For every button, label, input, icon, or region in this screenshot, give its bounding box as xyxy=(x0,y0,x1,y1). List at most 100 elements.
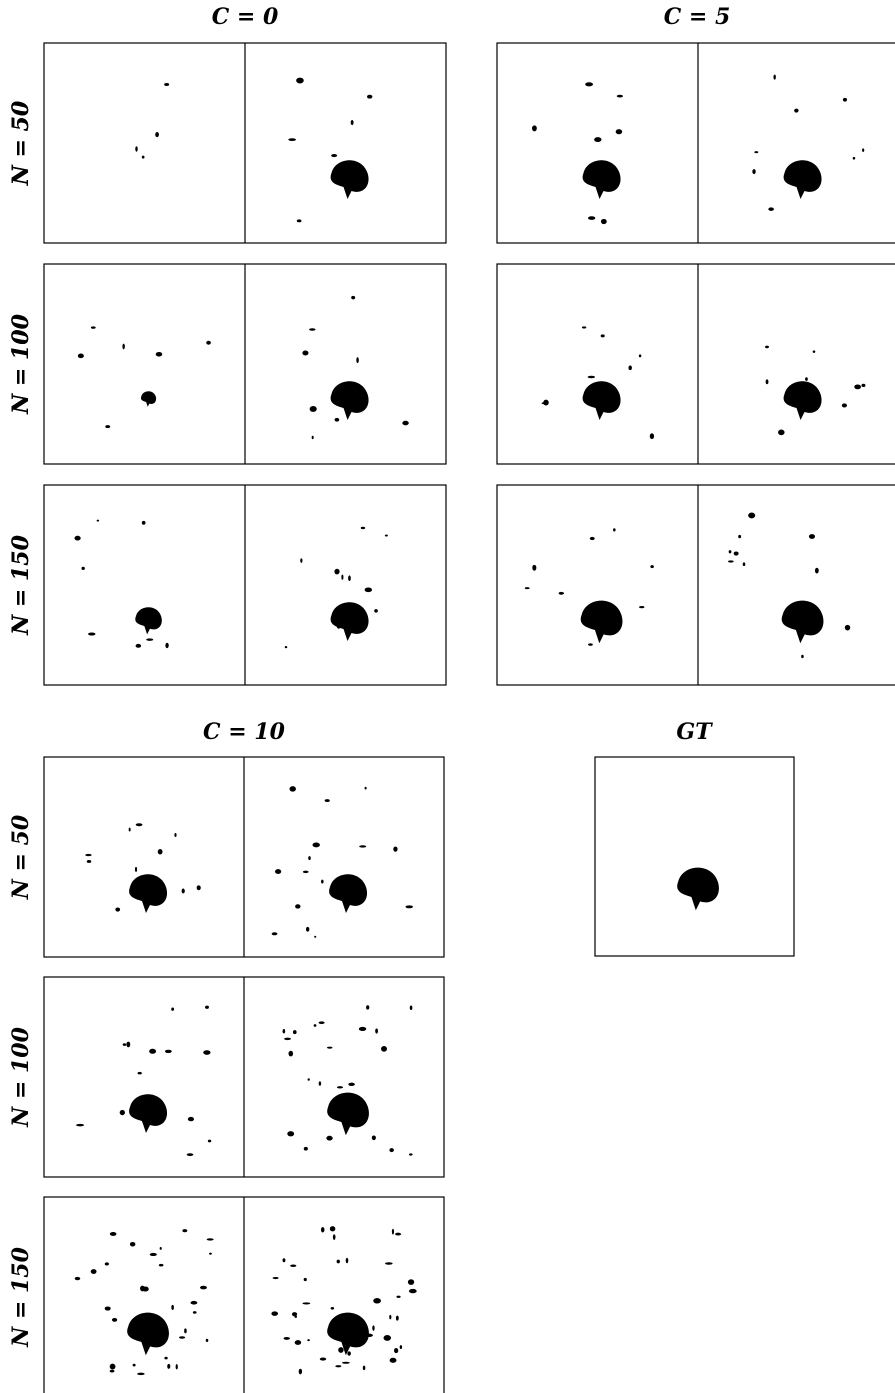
speck xyxy=(319,1081,321,1085)
speck xyxy=(142,521,146,525)
speck xyxy=(275,869,281,874)
speck xyxy=(728,560,734,562)
speck xyxy=(284,1038,291,1041)
speck xyxy=(78,354,84,359)
speck xyxy=(393,847,397,852)
speck xyxy=(601,334,605,337)
column-title: C = 0 xyxy=(212,4,279,30)
speck xyxy=(167,1364,170,1369)
speck xyxy=(203,1050,210,1055)
speck xyxy=(120,1110,125,1115)
speck xyxy=(129,828,131,832)
speck xyxy=(75,1277,80,1280)
speck xyxy=(375,1028,378,1033)
speck xyxy=(348,1083,355,1086)
speck xyxy=(320,1358,326,1361)
speck xyxy=(137,1373,144,1375)
speck xyxy=(325,799,330,802)
speck xyxy=(854,384,861,389)
speck xyxy=(290,1265,296,1267)
speck xyxy=(297,219,302,222)
row-label: N = 100 xyxy=(8,313,34,414)
speck xyxy=(805,377,808,381)
speck xyxy=(165,1050,172,1053)
speck xyxy=(532,565,536,571)
speck xyxy=(588,216,595,220)
speck xyxy=(639,354,642,357)
row-label: N = 150 xyxy=(8,534,34,635)
speck xyxy=(288,138,296,141)
speck xyxy=(374,609,378,612)
speck xyxy=(302,351,308,356)
speck xyxy=(209,1253,212,1255)
speck xyxy=(813,350,816,353)
speck xyxy=(729,550,732,553)
speck xyxy=(335,1365,341,1367)
speck xyxy=(617,95,623,98)
speck xyxy=(208,1140,211,1143)
speck xyxy=(321,1227,325,1232)
speck xyxy=(205,1006,209,1009)
speck xyxy=(754,151,758,153)
speck xyxy=(126,1042,130,1048)
speck xyxy=(405,905,413,908)
speck xyxy=(146,638,153,641)
speck xyxy=(304,1147,308,1151)
speck xyxy=(74,536,80,541)
speck xyxy=(302,1302,310,1304)
speck xyxy=(273,1277,279,1279)
speck xyxy=(142,156,145,159)
image-panel xyxy=(497,485,895,685)
speck xyxy=(91,1269,97,1274)
speck xyxy=(588,643,593,645)
speck xyxy=(748,512,755,518)
row-label: N = 50 xyxy=(8,814,34,900)
speck xyxy=(616,129,623,134)
speck xyxy=(389,1148,393,1152)
speck xyxy=(738,535,741,538)
speck xyxy=(191,1301,198,1305)
speck xyxy=(138,1072,142,1075)
speck xyxy=(136,823,143,826)
speck xyxy=(164,1357,167,1360)
speck xyxy=(367,95,372,99)
speck xyxy=(408,1279,414,1285)
speck xyxy=(543,400,549,406)
speck xyxy=(330,1226,335,1231)
speck xyxy=(532,125,537,131)
speck xyxy=(410,1005,413,1010)
speck xyxy=(639,606,644,608)
speck xyxy=(347,1351,351,1355)
speck xyxy=(321,880,324,884)
speck xyxy=(295,1340,302,1345)
column-title: C = 5 xyxy=(664,4,731,30)
speck xyxy=(193,1311,197,1314)
speck xyxy=(110,1370,115,1373)
speck xyxy=(743,562,746,566)
speck xyxy=(105,1262,109,1265)
speck xyxy=(594,176,601,182)
speck xyxy=(402,421,408,426)
speck xyxy=(396,1296,400,1298)
speck xyxy=(361,527,365,529)
speck xyxy=(338,1347,343,1353)
speck xyxy=(326,1136,332,1141)
row-label: N = 100 xyxy=(8,1026,34,1127)
speck xyxy=(139,1333,143,1339)
speck xyxy=(773,75,775,80)
speck xyxy=(390,1358,397,1363)
speck xyxy=(559,592,564,595)
speck xyxy=(338,1324,343,1327)
speck xyxy=(295,904,300,908)
speck xyxy=(385,534,388,536)
speck xyxy=(312,436,314,439)
speck xyxy=(283,1029,286,1033)
speck xyxy=(122,344,124,350)
speck xyxy=(582,326,586,328)
speck xyxy=(174,833,176,837)
speck xyxy=(271,1311,278,1316)
row-label: N = 150 xyxy=(8,1246,34,1347)
speck xyxy=(861,384,865,387)
speck xyxy=(334,569,339,575)
speck xyxy=(590,537,595,540)
